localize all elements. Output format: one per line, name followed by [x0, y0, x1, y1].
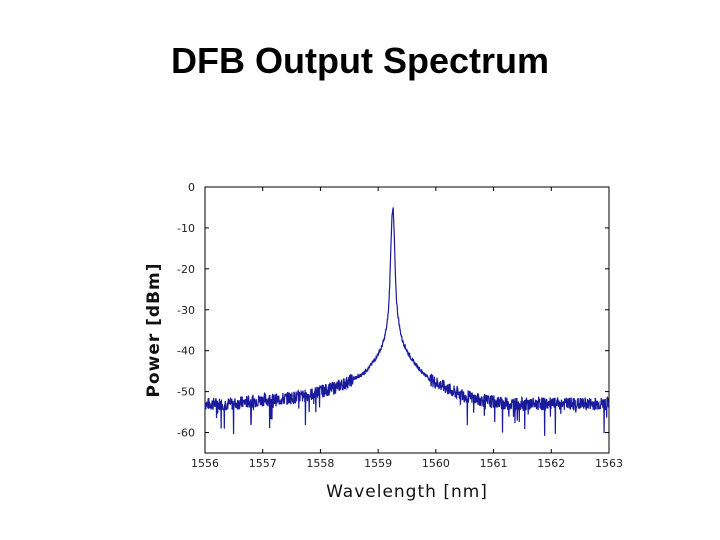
x-tick-label: 1560 [422, 457, 450, 470]
y-tick-label: 0 [188, 181, 195, 194]
y-tick-label: -10 [177, 222, 195, 235]
y-tick-label: -20 [177, 263, 195, 276]
x-tick-label: 1556 [191, 457, 219, 470]
slide-title: DFB Output Spectrum [171, 40, 549, 81]
y-tick-labels: 0 -10 -20 -30 -40 -50 -60 [177, 181, 195, 440]
y-axis-label: Power [dBm] [144, 262, 164, 397]
x-tick-label: 1557 [249, 457, 277, 470]
x-tick-label: 1563 [595, 457, 623, 470]
x-tick-label: 1559 [364, 457, 392, 470]
x-tick-label: 1558 [306, 457, 334, 470]
y-tick-label: -40 [177, 345, 195, 358]
y-tick-label: -50 [177, 386, 195, 399]
y-tick-label: -30 [177, 304, 195, 317]
y-tick-label: -60 [177, 427, 195, 440]
axis-ticks [204, 186, 610, 453]
x-tick-label: 1562 [537, 457, 565, 470]
x-axis-label: Wavelength [nm] [326, 482, 488, 502]
x-tick-labels: 1556 1557 1558 1559 1560 1561 1562 1563 [191, 457, 623, 470]
plot-frame [204, 186, 610, 454]
x-tick-label: 1561 [480, 457, 508, 470]
spectrum-line [204, 207, 610, 436]
